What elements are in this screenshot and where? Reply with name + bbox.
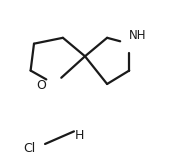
- Text: NH: NH: [129, 29, 146, 42]
- Text: Cl: Cl: [24, 142, 36, 155]
- Text: O: O: [37, 79, 47, 92]
- Text: H: H: [74, 129, 84, 142]
